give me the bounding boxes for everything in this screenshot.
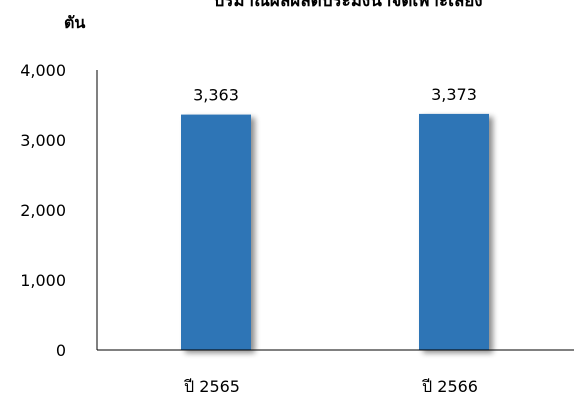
y-tick-label: 2,000 — [20, 201, 66, 220]
bar — [419, 113, 489, 350]
x-category-label: ปี 2565 — [184, 377, 240, 396]
y-tick-label: 4,000 — [20, 61, 66, 80]
y-tick-label: 1,000 — [20, 271, 66, 290]
chart-title: ปริมาณผลผลิตประมงน้ำจืดเพาะเลี้ยง — [213, 0, 482, 11]
bar — [181, 114, 251, 350]
x-category-label: ปี 2566 — [422, 377, 478, 396]
y-axis-ticks: 0 1,000 2,000 3,000 4,000 — [20, 61, 66, 360]
bars — [181, 113, 489, 350]
y-tick-label: 3,000 — [20, 131, 66, 150]
x-axis-categories: ปี 2565 ปี 2566 — [184, 377, 478, 396]
data-labels: 3,363 3,373 — [193, 85, 477, 105]
bar-value-label: 3,363 — [193, 86, 239, 105]
bar-value-label: 3,373 — [431, 85, 477, 104]
y-axis-unit-label: ตัน — [64, 13, 85, 32]
y-tick-label: 0 — [56, 341, 66, 360]
